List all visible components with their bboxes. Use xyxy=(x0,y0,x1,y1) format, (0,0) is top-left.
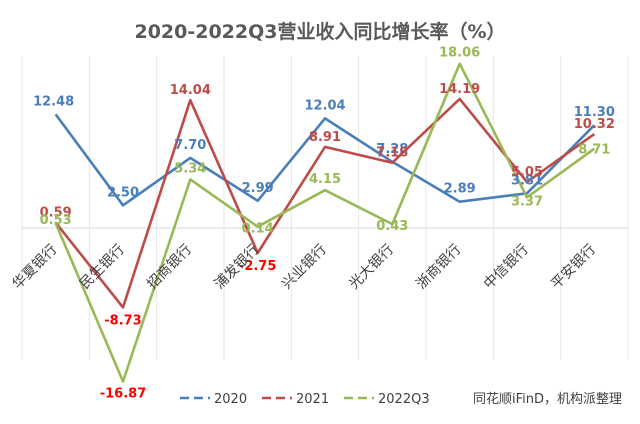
data-label: 0.53 xyxy=(40,213,72,228)
series-line-2020 xyxy=(54,113,596,207)
data-label: 7.18 xyxy=(376,146,408,161)
data-label: 12.04 xyxy=(304,98,345,113)
data-label: 2.89 xyxy=(444,182,476,197)
category-label: 兴业银行 xyxy=(279,242,330,293)
category-label: 华夏银行 xyxy=(10,242,61,293)
series-lines xyxy=(54,62,596,383)
category-label: 中信银行 xyxy=(481,242,532,293)
data-label: 7.70 xyxy=(174,138,206,153)
series-line-2022Q3 xyxy=(54,62,596,383)
data-label: 2.99 xyxy=(242,181,274,196)
data-label: 2.50 xyxy=(107,185,139,200)
data-label: 0.43 xyxy=(376,219,408,234)
data-label: 5.34 xyxy=(174,161,206,176)
legend-label: 2021 xyxy=(296,392,329,407)
data-label: 8.71 xyxy=(578,143,610,158)
data-label: 3.37 xyxy=(511,194,543,209)
category-labels: 华夏银行 民生银行 招商银行 浦发银行 兴业银行 光大银行 浙商银行 中信银行 平安银行 xyxy=(10,242,600,293)
category-label: 浙商银行 xyxy=(414,242,465,293)
data-labels: 12.48 2.50 7.70 2.99 12.04 7.28 2.89 3.81 11.30 0… xyxy=(33,46,615,402)
data-label: 7.28 xyxy=(376,142,408,157)
data-label: -16.87 xyxy=(100,387,147,402)
data-label: 11.30 xyxy=(574,105,615,120)
category-label: 民生银行 xyxy=(77,242,128,293)
source-note: 同花顺iFinD，机构派整理 xyxy=(473,391,622,407)
category-label: 光大银行 xyxy=(346,242,397,293)
data-label: -2.75 xyxy=(239,259,276,274)
data-label: 8.91 xyxy=(309,130,341,145)
data-label: 3.81 xyxy=(511,173,543,188)
legend-label: 2020 xyxy=(214,392,247,407)
data-label: 10.32 xyxy=(574,117,615,132)
data-label: 4.15 xyxy=(309,172,341,187)
data-label: 0.59 xyxy=(40,206,72,221)
legend-label: 2022Q3 xyxy=(378,392,430,407)
chart-title: 2020-2022Q3营业收入同比增长率（%） xyxy=(134,20,505,43)
data-label: 5.05 xyxy=(511,165,543,180)
data-label: 14.19 xyxy=(439,82,480,97)
data-label: 0.14 xyxy=(242,222,274,237)
category-label: 招商银行 xyxy=(144,242,195,293)
data-label: -8.73 xyxy=(104,313,141,328)
data-label: 18.06 xyxy=(439,46,480,61)
data-label: 14.04 xyxy=(170,83,211,98)
category-label: 平安银行 xyxy=(548,242,599,293)
data-label: 12.48 xyxy=(33,94,74,109)
legend: 2020 2021 2022Q3 xyxy=(180,392,430,407)
